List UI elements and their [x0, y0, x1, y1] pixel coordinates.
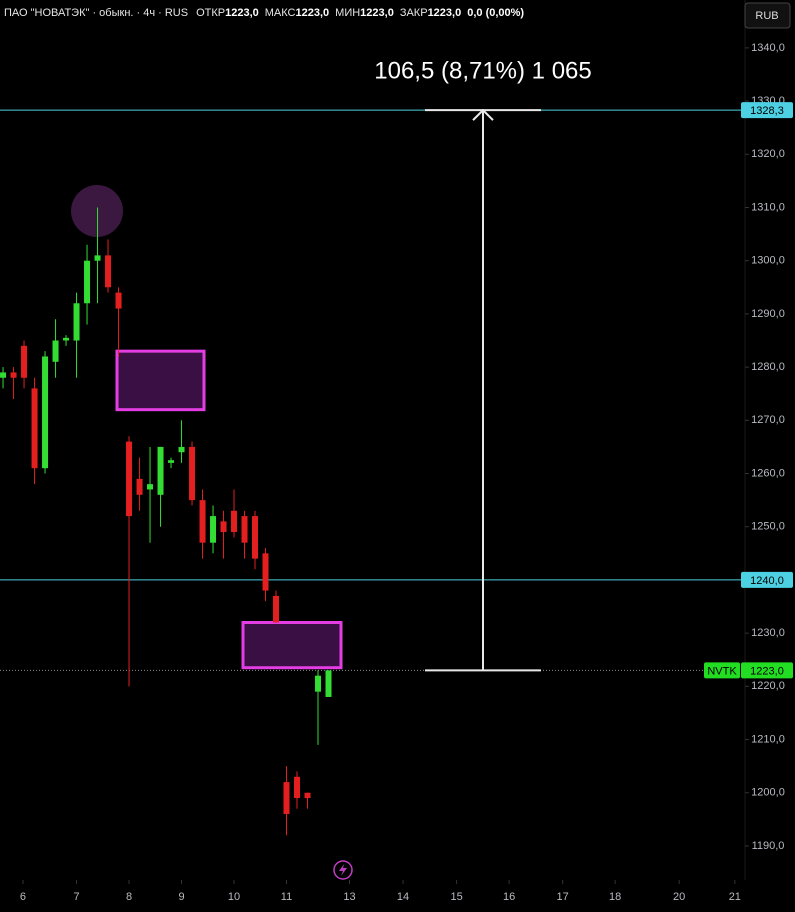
candle-body [147, 484, 154, 490]
candle-body [220, 521, 227, 533]
y-tick-label: 1280,0 [751, 361, 785, 373]
y-tick-label: 1220,0 [751, 680, 785, 692]
candle-body [0, 372, 7, 378]
zone [241, 620, 343, 670]
candle-body [84, 260, 91, 304]
candle-body [136, 478, 143, 495]
ohlc-label: МАКС [265, 7, 296, 19]
ohlc-value: 1223,0 [428, 7, 462, 19]
candle-body [262, 553, 269, 591]
y-tick-label: 1290,0 [751, 308, 785, 320]
candle-body [115, 292, 122, 309]
x-tick-label: 13 [343, 891, 355, 903]
candle-body [210, 516, 217, 543]
candle-body [231, 510, 238, 533]
x-tick-label: 14 [397, 891, 409, 903]
y-tick-label: 1340,0 [751, 42, 785, 54]
ohlc-label: ЗАКР [400, 7, 428, 19]
candle-body [315, 675, 322, 692]
currency-button[interactable] [744, 2, 791, 29]
y-tick-label: 1230,0 [751, 627, 785, 639]
ohlc-label: МИН [335, 7, 360, 19]
ohlc-label: ОТКР [196, 7, 225, 19]
symbol-label: NVTK [707, 665, 737, 677]
x-tick-label: 8 [126, 891, 132, 903]
candle-body [273, 595, 280, 623]
level-label-box [741, 571, 793, 588]
y-tick-label: 1190,0 [752, 840, 785, 852]
candle-body [63, 337, 70, 341]
level-label: 1328,3 [750, 105, 784, 117]
candle-body [94, 255, 101, 261]
candle-body [304, 792, 311, 799]
event-icon-bolt [339, 864, 347, 876]
zone [115, 349, 206, 412]
level-label: 1240,0 [750, 575, 784, 587]
x-tick-label: 7 [73, 891, 79, 903]
symbol-box [704, 662, 740, 679]
y-tick-label: 1260,0 [751, 467, 785, 479]
header-title: ПАО "НОВАТЭК" · обыкн. · 4ч · RUS [4, 7, 188, 19]
candle-body [252, 516, 259, 559]
candle-body [325, 670, 332, 697]
candle-body [42, 356, 49, 469]
candle-body [241, 516, 248, 543]
candle-body [283, 782, 290, 815]
ohlc-value: 1223,0 [296, 7, 330, 19]
event-icon[interactable] [333, 860, 353, 880]
y-tick-label: 1250,0 [751, 521, 785, 533]
candle-body [126, 441, 133, 517]
y-tick-label: 1270,0 [751, 414, 785, 426]
measure-arrow-head [472, 108, 494, 121]
candle-body [21, 345, 28, 378]
highlight-circle [71, 185, 123, 237]
candle-body [105, 255, 112, 288]
x-tick-label: 15 [450, 891, 462, 903]
change: 0,0 (0,00%) [467, 7, 524, 19]
currency[interactable]: RUB [755, 10, 778, 22]
y-tick-label: 1200,0 [751, 787, 785, 799]
y-tick-label: 1300,0 [751, 255, 785, 267]
x-tick-label: 16 [503, 891, 515, 903]
candle-body [10, 372, 17, 378]
candle-body [31, 388, 38, 469]
candle-body [189, 446, 196, 501]
x-tick-label: 11 [281, 891, 292, 903]
candle-body [73, 303, 80, 341]
candle-body [52, 340, 59, 362]
x-tick-label: 18 [609, 891, 621, 903]
x-tick-label: 20 [673, 891, 685, 903]
candle-body [168, 460, 175, 463]
last-price-box [741, 662, 793, 679]
x-tick-label: 21 [729, 891, 741, 903]
candle-body [178, 446, 185, 453]
y-tick-label: 1310,0 [751, 201, 785, 213]
ohlc-value: 1223,0 [225, 7, 259, 19]
x-tick-label: 17 [557, 891, 569, 903]
level-label-box [741, 102, 793, 119]
x-tick-label: 9 [178, 891, 184, 903]
x-tick-label: 6 [20, 891, 26, 903]
candle-body [199, 500, 206, 543]
candle-body [294, 776, 301, 799]
x-tick-label: 10 [228, 891, 240, 903]
y-tick-label: 1210,0 [751, 733, 785, 745]
measure-text: 106,5 (8,71%) 1 065 [374, 57, 592, 84]
ohlc-value: 1223,0 [360, 7, 394, 19]
y-tick-label: 1320,0 [751, 148, 785, 160]
last-price-label: 1223,0 [750, 665, 784, 677]
candle-body [157, 446, 164, 495]
